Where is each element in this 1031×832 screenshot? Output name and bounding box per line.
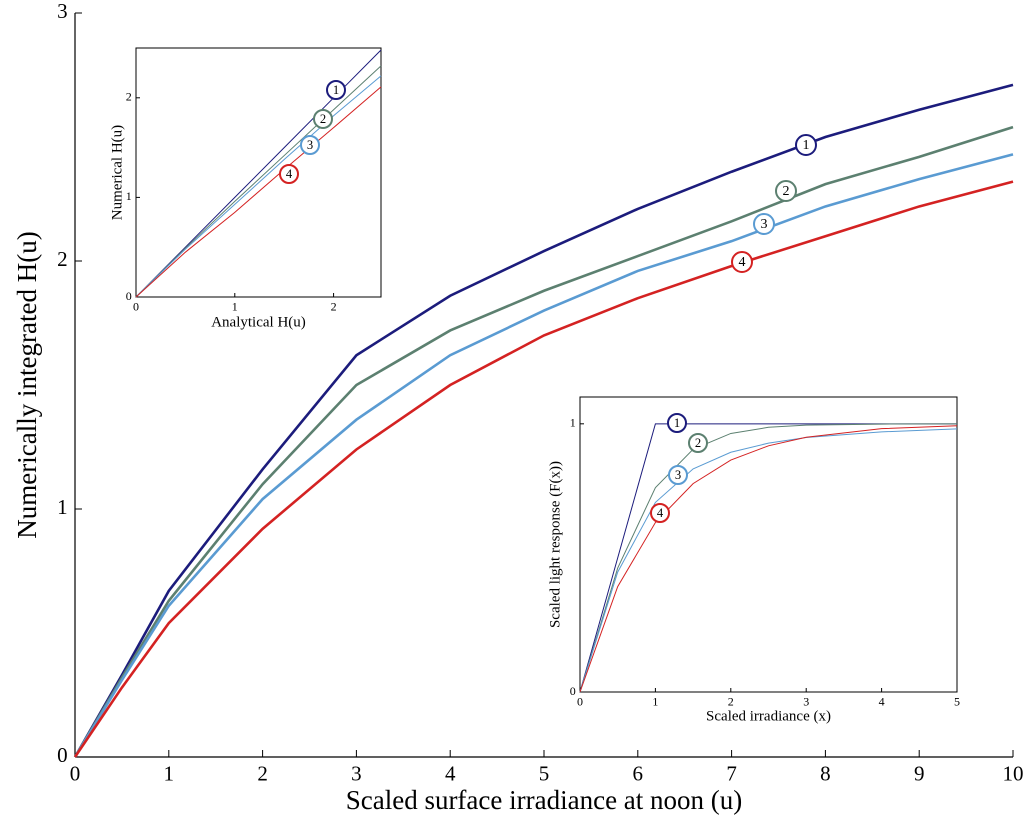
series-line [73, 153, 1014, 758]
series-line [579, 423, 957, 693]
series-label-circle [667, 413, 687, 433]
x-tick-label: 8 [820, 762, 831, 786]
x-tick-label: 4 [879, 695, 885, 709]
y-tick-label: 1 [126, 189, 132, 203]
series-line [135, 86, 382, 298]
x-tick-label: 5 [539, 762, 550, 786]
x-tick-label: 1 [652, 695, 658, 709]
series-label-circle [795, 134, 817, 156]
series-label: 3 [761, 217, 768, 232]
x-axis-label: Analytical H(u) [211, 314, 306, 330]
x-tick-label: 2 [257, 762, 268, 786]
series-label-circle [326, 80, 346, 100]
series-label: 1 [803, 138, 810, 153]
x-tick-label: 3 [351, 762, 362, 786]
x-axis-label: Scaled irradiance (x) [706, 708, 831, 724]
series-label: 2 [695, 436, 701, 450]
series-label: 1 [674, 416, 680, 430]
y-tick-label: 2 [57, 247, 68, 271]
chart-panel: 0 1 2 3 4 5 0 1 Scaled irradiance (x) Scaled ligh… [547, 396, 960, 724]
x-tick-label: 0 [577, 695, 583, 709]
y-tick-label: 0 [57, 743, 68, 767]
y-axis-label: Scaled light response (F(x)) [547, 461, 563, 628]
x-tick-label: 4 [445, 762, 456, 786]
series-line [73, 125, 1014, 758]
y-tick-label: 0 [126, 289, 132, 303]
y-tick-label: 3 [57, 0, 68, 23]
series-label-circle [731, 251, 753, 273]
inset-frame [579, 396, 958, 693]
series-label: 2 [783, 184, 790, 199]
x-tick-label: 0 [133, 300, 139, 314]
series-label: 3 [675, 468, 681, 482]
series-label-circle [668, 465, 688, 485]
series-label: 2 [320, 112, 326, 126]
series-line [579, 423, 958, 693]
series-label: 1 [333, 83, 339, 97]
y-tick-label: 2 [126, 90, 132, 104]
series-label: 4 [286, 167, 293, 181]
x-tick-label: 9 [914, 762, 925, 786]
series-label-circle [688, 433, 708, 453]
series-line [579, 428, 958, 693]
series-line [579, 425, 958, 693]
series-label-circle [300, 135, 320, 155]
series-line [73, 83, 1014, 758]
x-tick-label: 7 [726, 762, 737, 786]
series-line [73, 180, 1014, 758]
series-label-circle [753, 213, 775, 235]
y-axis-label: Numerically integrated H(u) [12, 231, 42, 538]
series-label-circle [279, 164, 299, 184]
y-axis-label: Numerical H(u) [109, 125, 125, 220]
x-axis-label: Scaled surface irradiance at noon (u) [346, 785, 743, 815]
series-line [135, 75, 382, 298]
x-tick-label: 10 [1003, 762, 1024, 786]
x-tick-label: 1 [232, 300, 238, 314]
x-tick-label: 2 [331, 300, 337, 314]
series-label-circle [313, 109, 333, 129]
x-tick-label: 2 [728, 695, 734, 709]
x-tick-label: 0 [70, 762, 81, 786]
series-label-circle [650, 503, 670, 523]
y-tick-label: 0 [570, 684, 576, 698]
series-line [135, 65, 382, 298]
x-tick-label: 3 [803, 695, 809, 709]
series-label-circle [775, 180, 797, 202]
series-label: 4 [657, 506, 664, 520]
y-tick-label: 1 [570, 416, 576, 430]
series-label: 3 [307, 138, 313, 152]
series-label: 4 [739, 255, 746, 270]
x-tick-label: 1 [164, 762, 175, 786]
x-tick-label: 5 [954, 695, 960, 709]
y-tick-label: 1 [57, 495, 68, 519]
x-tick-label: 6 [633, 762, 644, 786]
